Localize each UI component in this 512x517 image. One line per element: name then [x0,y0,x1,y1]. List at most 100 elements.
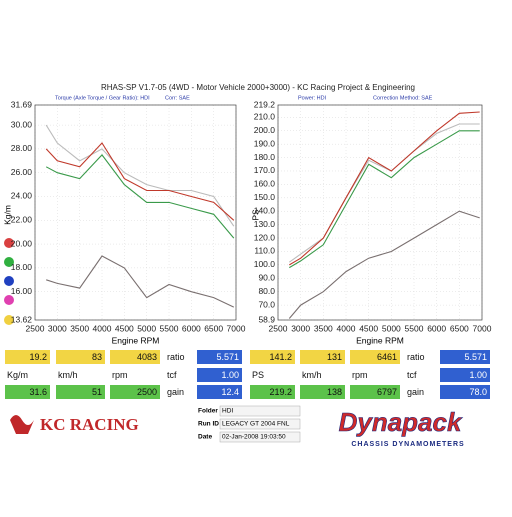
readout-value: 19.2 [29,352,47,362]
x-tick-label: 7000 [227,323,246,333]
y-tick-label: 30.00 [11,119,33,129]
legend-dot [4,276,14,286]
x-tick-label: 3000 [48,323,67,333]
readout-value: tcf [407,370,417,380]
x-tick-label: 6000 [427,323,446,333]
y-tick-label: 13.62 [11,314,33,324]
field-value: 02-Jan-2008 19:03:50 [222,434,286,441]
readout-value: 31.6 [29,387,47,397]
readout-value: 12.4 [221,387,239,397]
x-tick-label: 2500 [269,323,288,333]
readout-cell [110,385,160,399]
y-axis-label: Kg/m [2,205,12,225]
legend-dot [4,257,14,267]
readout-value: 141.2 [269,352,292,362]
x-tick-label: 5500 [160,323,179,333]
x-tick-label: 2500 [26,323,45,333]
y-axis-label: PS [250,209,260,221]
y-tick-label: 80.0 [258,286,275,296]
x-tick-label: 4000 [93,323,112,333]
readout-value: ratio [407,352,425,362]
readout-value: 219.2 [269,387,292,397]
readout-value: ratio [167,352,185,362]
y-tick-label: 200.0 [254,125,276,135]
y-tick-label: 219.2 [254,99,276,109]
field-box [219,418,301,430]
y-tick-label: 210.0 [254,112,276,122]
readout-cell [440,368,490,382]
readout-cell [440,350,490,364]
field-value: LEGACY GT 2004 FNL [222,421,290,428]
readout-value: 1.00 [469,370,487,380]
readout-cell [197,368,242,382]
chart-subtitle: Power: HDI [298,95,327,101]
field-label: Run ID [198,421,219,428]
y-tick-label: 180.0 [254,152,276,162]
y-tick-label: 18.00 [11,262,33,272]
x-tick-label: 4500 [359,323,378,333]
y-tick-label: 190.0 [254,138,276,148]
field-label: Folder [198,408,218,415]
chart-correction: Correction Method: SAE [373,95,433,101]
brand-tagline: CHASSIS DYNAMOMETERS [351,441,464,448]
chart-subtitle: Torque (Axle Torque / Gear Ratio): HDI [55,95,150,101]
readout-tables: 19.2 83 4083 ratio 5.571 Kg/m km/h rpm tcf 1.00 31… [5,350,490,399]
x-tick-label: 7000 [473,323,492,333]
y-tick-label: 100.0 [254,259,276,269]
x-axis-label: Engine RPM [356,335,404,345]
series-line [289,130,480,269]
chart: Power: HDI Correction Method: SAE 58.9 70.0… [250,95,491,345]
x-tick-label: 6500 [204,323,223,333]
footer: KC RACING Folder HDI Run ID LEGACY GT 20… [10,405,464,448]
y-tick-label: 31.69 [11,99,33,109]
readout-unit: rpm [112,370,128,380]
readout-unit: rpm [352,370,368,380]
readout-cell [300,385,345,399]
readout-cell [350,385,400,399]
x-tick-label: 4000 [337,323,356,333]
y-tick-label: 130.0 [254,219,276,229]
y-tick-label: 28.00 [11,143,33,153]
readout-value: 131 [327,352,342,362]
x-axis-label: Engine RPM [112,335,160,345]
series-line [46,255,235,308]
series-line [288,210,480,319]
x-tick-label: 3500 [70,323,89,333]
y-tick-label: 20.00 [11,238,33,248]
y-tick-label: 22.00 [11,215,33,225]
x-tick-label: 5000 [137,323,156,333]
readout-value: tcf [167,370,177,380]
readout-value: 5.571 [216,352,239,362]
readout-value: 6461 [377,352,397,362]
sheet-title: RHAS-SP V1.7-05 (4WD - Motor Vehicle 200… [101,83,415,92]
x-tick-label: 5500 [405,323,424,333]
readout-value: 51 [92,387,102,397]
readout-unit: PS [252,370,264,380]
y-tick-label: 90.0 [258,273,275,283]
readout-cell [300,350,345,364]
readout-unit: km/h [58,370,78,380]
x-tick-label: 6500 [450,323,469,333]
readout-value: 138 [327,387,342,397]
y-tick-label: 16.00 [11,286,33,296]
series-line [45,142,235,221]
readout-value: 1.00 [221,370,239,380]
readout-value: 2500 [137,387,157,397]
readout-unit: km/h [302,370,322,380]
readout-cell [110,350,160,364]
y-tick-label: 140.0 [254,205,276,215]
readout-value: 4083 [137,352,157,362]
readout-value: gain [407,387,424,397]
y-tick-label: 170.0 [254,165,276,175]
series-line [45,124,235,227]
field-box [219,405,301,417]
readout-cell [56,385,105,399]
series-line [45,154,235,239]
readout-cell [250,350,295,364]
plot-frame [277,104,483,321]
readout-cell [56,350,105,364]
readout-value: gain [167,387,184,397]
readout-value: 6797 [377,387,397,397]
readout-cell [197,385,242,399]
